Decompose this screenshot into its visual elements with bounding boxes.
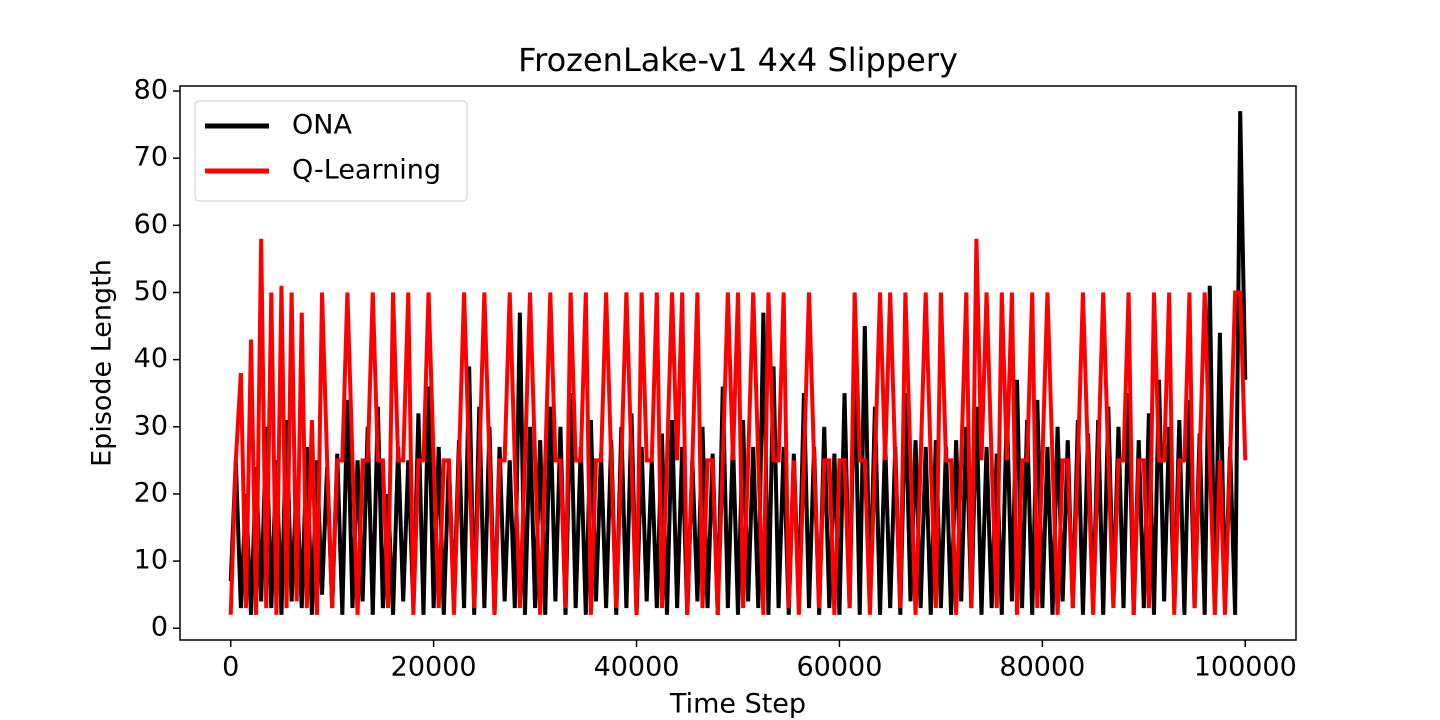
y-tick-label: 60 — [134, 209, 168, 240]
x-tick-label: 80000 — [999, 652, 1085, 683]
y-tick-label: 30 — [134, 410, 168, 441]
y-axis-label: Episode Length — [87, 259, 118, 467]
y-tick-label: 70 — [134, 142, 168, 173]
axes-frame — [179, 85, 1297, 641]
series-line — [228, 238, 1248, 615]
y-tick-label: 20 — [134, 477, 168, 508]
y-tick-label: 10 — [134, 545, 168, 576]
legend-label: ONA — [292, 110, 352, 141]
y-tick-label: 0 — [151, 612, 168, 643]
x-tick-label: 20000 — [391, 652, 477, 683]
x-tick-label: 100000 — [1194, 652, 1297, 683]
legend-label: Q-Learning — [292, 155, 441, 186]
plot-area — [228, 111, 1248, 615]
chart-title: FrozenLake-v1 4x4 Slippery — [518, 41, 958, 79]
y-tick-label: 40 — [134, 343, 168, 374]
x-tick-label: 40000 — [594, 652, 680, 683]
x-axis-label: Time Step — [669, 689, 806, 720]
y-tick-label: 50 — [134, 276, 168, 307]
y-tick-label: 80 — [134, 75, 168, 106]
x-tick-label: 0 — [222, 652, 239, 683]
x-tick-label: 60000 — [797, 652, 883, 683]
